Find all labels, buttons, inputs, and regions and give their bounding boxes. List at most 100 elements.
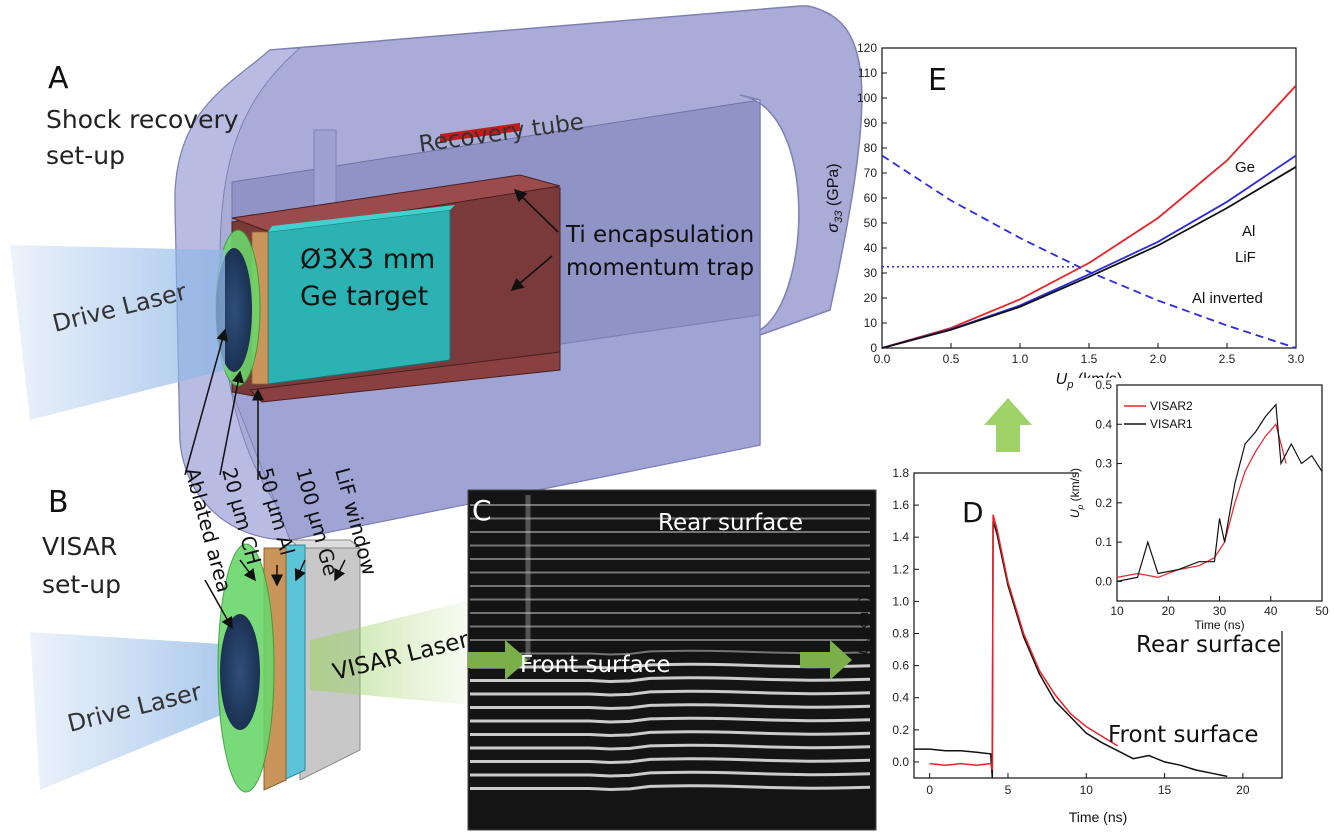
chart-d-inset: 10 20 30 40 50 0.0 0.1 0.2 0.3 0.4 0.5 Time (ns) Up …	[1068, 378, 1329, 632]
chart-e: 0.0 0.5 1.0 1.5 2.0 2.5 3.0 0 10 20 30 40 50 60 70 80 90…	[825, 41, 1305, 391]
y-tick-label: 0.4	[892, 691, 909, 705]
ti-encapsulation-top-rail	[231, 174, 561, 233]
y-tick-label: 1.4	[892, 530, 909, 544]
front-surface-label-d: Front surface	[1108, 722, 1259, 748]
y-tick-label: 120	[857, 41, 877, 55]
rear-surface-label-d: Rear surface	[1136, 632, 1281, 658]
streak-fringes	[470, 495, 871, 792]
green-arrow-up	[984, 398, 1032, 452]
x-tick-label: 2.0	[1150, 352, 1167, 366]
y-tick-label: 0	[870, 341, 877, 355]
streak-fringe	[470, 730, 871, 738]
panel-a	[10, 5, 863, 541]
series-line-d-black	[914, 520, 1228, 779]
panel-c	[467, 489, 877, 831]
arrow-lif-b	[334, 559, 346, 582]
series-line-ge	[881, 84, 1297, 349]
legend-label-visar2: VISAR2	[1150, 399, 1193, 413]
x-axis-label: Time (ns)	[1194, 618, 1244, 632]
y-tick-label: 0.0	[892, 755, 909, 769]
ti-encapsulation-label-2: momentum trap	[566, 255, 754, 281]
arrow-ablated-area-b	[204, 579, 233, 630]
x-tick-label: 0.5	[943, 352, 960, 366]
streak-fringe	[470, 770, 871, 778]
x-tick-label: 40	[1264, 604, 1278, 618]
green-arrow-c-left	[468, 640, 528, 680]
x-tick-label: 20	[1236, 783, 1250, 797]
tube-bore-opening	[739, 94, 800, 332]
ablated-area-b	[220, 614, 260, 730]
x-axis-label: Time (ns)	[1069, 809, 1128, 825]
y-tick-label: 0.3	[1095, 457, 1112, 471]
green-arrow-c-right	[800, 640, 852, 680]
series-line-lif	[881, 166, 1297, 349]
x-tick-label: 0.0	[874, 352, 891, 366]
panel-b-letter: B	[48, 485, 69, 520]
y-tick-label: 1.2	[892, 562, 909, 576]
streak-fringe	[470, 676, 871, 684]
x-tick-label: 10	[1110, 604, 1124, 618]
recovery-tube-lower-wall	[231, 314, 761, 541]
y-axis-label: Up (km/s)	[1068, 468, 1085, 518]
x-tick-label: 1.5	[1081, 352, 1098, 366]
legend-label-visar1: VISAR1	[1150, 417, 1193, 431]
y-tick-label: 40	[864, 241, 878, 255]
rear-surface-label-c: Rear surface	[658, 510, 803, 536]
arrow-ablated-area	[184, 328, 228, 476]
arrow-ch-layer	[219, 370, 244, 476]
plot-frame	[1116, 384, 1323, 602]
x-tick-label: 5	[1005, 783, 1012, 797]
series-label-ge: Ge	[1235, 159, 1255, 176]
y-tick-label: 0.2	[892, 723, 909, 737]
x-tick-label: 3.0	[1288, 352, 1305, 366]
panel-e-letter: E	[928, 63, 947, 98]
x-tick-label: 0	[926, 783, 933, 797]
y-tick-label: 1.0	[892, 594, 909, 608]
y-tick-label: 1.8	[892, 466, 909, 480]
x-tick-label: 20	[1162, 604, 1176, 618]
drive-laser-beam-a	[10, 245, 225, 420]
panel-c-letter: C	[472, 494, 492, 527]
panel-a-title-1: Shock recovery	[46, 105, 239, 134]
y-tick-label: 0.0	[1095, 574, 1112, 588]
panel-a-title-2: set-up	[46, 141, 125, 170]
y-tick-label: 10	[864, 316, 878, 330]
ti-encapsulation-label-1: Ti encapsulation	[565, 222, 754, 248]
y-tick-label: 70	[864, 166, 878, 180]
x-tick-label: 50	[1315, 604, 1329, 618]
streak-fringe	[470, 743, 871, 751]
y-axis-label: Up (km/s)	[855, 596, 875, 654]
y-tick-label: 60	[864, 191, 878, 205]
series-label-lif: LiF	[1235, 249, 1256, 266]
series-label-al: Al	[1242, 223, 1255, 240]
y-tick-label: 0.2	[1095, 496, 1112, 510]
y-axis-label: σ33 (GPa)	[825, 163, 845, 232]
series-line-al-inverted	[881, 154, 1297, 349]
y-tick-label: 80	[864, 141, 878, 155]
arrow-ge-b	[294, 559, 306, 582]
panel-a-letter: A	[48, 61, 69, 96]
panel-b	[30, 328, 470, 793]
ge-target-label-1: Ø3X3 mm	[300, 244, 435, 275]
y-tick-label: 0.5	[1095, 378, 1112, 392]
x-tick-label: 10	[1080, 783, 1094, 797]
streak-fringe	[470, 689, 871, 697]
arrow-encapsulation-top	[513, 188, 559, 233]
y-tick-label: 1.6	[892, 498, 909, 512]
y-tick-label: 30	[864, 266, 878, 280]
x-tick-label: 30	[1213, 604, 1227, 618]
front-surface-label-c: Front surface	[520, 652, 671, 678]
ge-target-label-2: Ge target	[300, 281, 428, 312]
visar-laser-beam	[310, 600, 470, 705]
streak-fringe	[470, 703, 871, 711]
x-tick-label: 15	[1158, 783, 1172, 797]
y-tick-label: 0.6	[892, 659, 909, 673]
red-stripe	[440, 122, 520, 143]
streak-fringe	[470, 757, 871, 765]
y-tick-label: 110	[858, 66, 877, 80]
series-line-inset-visar1	[1116, 403, 1323, 582]
y-tick-label: 0.4	[1095, 417, 1112, 431]
ge-target-top	[268, 205, 455, 232]
x-tick-label: 2.5	[1219, 352, 1236, 366]
y-tick-label: 0.1	[1095, 535, 1112, 549]
